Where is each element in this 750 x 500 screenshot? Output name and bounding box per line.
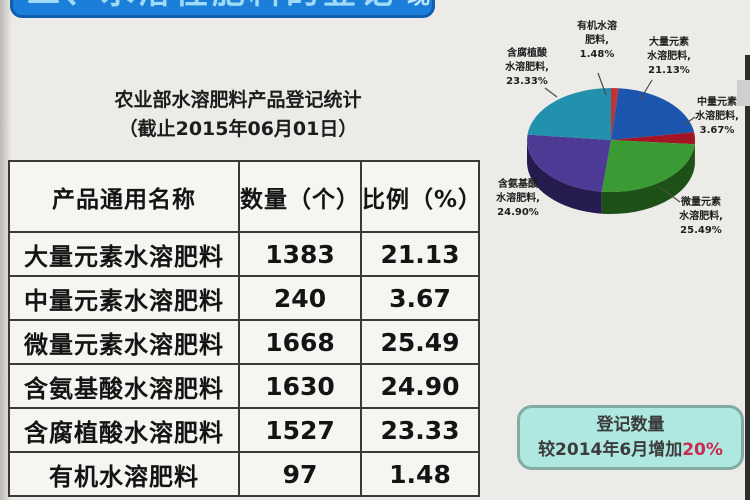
pie-label-humic: 含腐植酸 水溶肥料, 23.33% — [505, 48, 549, 87]
cell-product-name: 含腐植酸水溶肥料 — [8, 407, 240, 453]
table-row: 大量元素水溶肥料 1383 21.13 — [8, 231, 480, 277]
pie-label-micro: 微量元素 水溶肥料, 25.49% — [679, 197, 723, 236]
growth-note-line1: 登记数量 — [596, 414, 665, 435]
pie-slice-micro — [601, 140, 695, 193]
table-row: 中量元素水溶肥料 240 3.67 — [8, 275, 480, 321]
cell-count: 240 — [238, 275, 362, 321]
pie-slice-organic — [611, 87, 619, 140]
cell-product-name: 含氨基酸水溶肥料 — [8, 363, 240, 409]
pie-slice-amino — [527, 134, 611, 192]
table-row: 含氨基酸水溶肥料 1630 24.90 — [8, 363, 480, 409]
pie-chart — [527, 72, 696, 215]
cell-count: 1630 — [238, 363, 362, 409]
cell-count: 1383 — [238, 231, 362, 277]
pie-leader-lines — [544, 72, 696, 203]
col-header-count: 数量（个） — [238, 160, 362, 233]
table-row: 有机水溶肥料 97 1.48 — [8, 451, 480, 497]
pie-label-macro: 大量元素 水溶肥料, 21.13% — [647, 37, 691, 76]
table-caption: 农业部水溶肥料产品登记统计 （截止2015年06月01日） — [8, 86, 468, 143]
growth-percent: 20% — [682, 439, 723, 460]
table-row: 微量元素水溶肥料 1668 25.49 — [8, 319, 480, 365]
pie-slice-macro — [611, 88, 695, 140]
growth-note-box: 登记数量 较2014年6月增加20% — [517, 405, 744, 470]
cell-percent: 21.13 — [360, 231, 480, 277]
table-header-row: 产品通用名称 数量（个） 比例（%） — [8, 160, 481, 233]
pie-side-micro — [601, 144, 695, 215]
cell-product-name: 微量元素水溶肥料 — [8, 319, 240, 365]
photo-edge-artifact — [737, 80, 750, 106]
cell-product-name: 中量元素水溶肥料 — [8, 275, 240, 321]
slide-title-bar: 二、水溶性肥料的登记现状 — [10, 0, 435, 18]
table-caption-line1: 农业部水溶肥料产品登记统计 — [114, 89, 362, 111]
cell-percent: 24.90 — [360, 363, 480, 409]
pie-label-amino: 含氨基酸 水溶肥料, 24.90% — [496, 179, 540, 218]
growth-note-line2: 较2014年6月增加20% — [538, 439, 723, 460]
cell-percent: 3.67 — [360, 275, 480, 321]
photo-right-edge — [745, 55, 750, 500]
table-caption-line2: （截止2015年06月01日） — [118, 117, 358, 140]
col-header-percent: 比例（%） — [360, 160, 481, 233]
table-row: 含腐植酸水溶肥料 1527 23.33 — [8, 407, 480, 453]
pie-slice-humic — [527, 88, 611, 140]
pie-slice-medium — [611, 132, 696, 145]
cell-count: 97 — [238, 451, 362, 497]
cell-count: 1527 — [238, 407, 362, 453]
slide-title-suffix: 现状 — [407, 0, 432, 9]
pie-label-organic: 有机水溶 肥料, 1.48% — [577, 21, 617, 60]
pie-side-amino — [527, 140, 602, 214]
cell-product-name: 大量元素水溶肥料 — [8, 231, 240, 277]
cell-count: 1668 — [238, 319, 362, 365]
cell-product-name: 有机水溶肥料 — [8, 451, 240, 497]
cell-percent: 1.48 — [360, 451, 480, 497]
slide-title: 二、水溶性肥料的登记现状 — [27, 0, 432, 13]
col-header-product-name: 产品通用名称 — [8, 160, 240, 233]
cell-percent: 25.49 — [360, 319, 480, 365]
cell-percent: 23.33 — [360, 407, 480, 453]
registration-stats-table: 产品通用名称 数量（个） 比例（%） 大量元素水溶肥料 1383 21.13 中… — [8, 160, 481, 497]
pie-label-medium: 中量元素 水溶肥料, 3.67% — [695, 97, 739, 136]
